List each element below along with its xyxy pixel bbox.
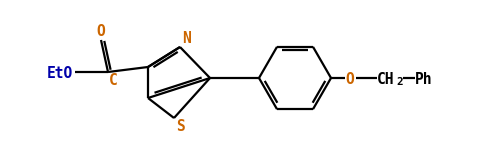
Text: N: N bbox=[182, 31, 191, 46]
Text: Ph: Ph bbox=[415, 71, 432, 87]
Text: S: S bbox=[176, 119, 185, 134]
Text: O: O bbox=[345, 71, 354, 87]
Text: EtO: EtO bbox=[47, 65, 73, 81]
Text: CH: CH bbox=[377, 71, 395, 87]
Text: C: C bbox=[109, 73, 118, 88]
Text: O: O bbox=[97, 24, 105, 39]
Text: 2: 2 bbox=[396, 77, 403, 87]
